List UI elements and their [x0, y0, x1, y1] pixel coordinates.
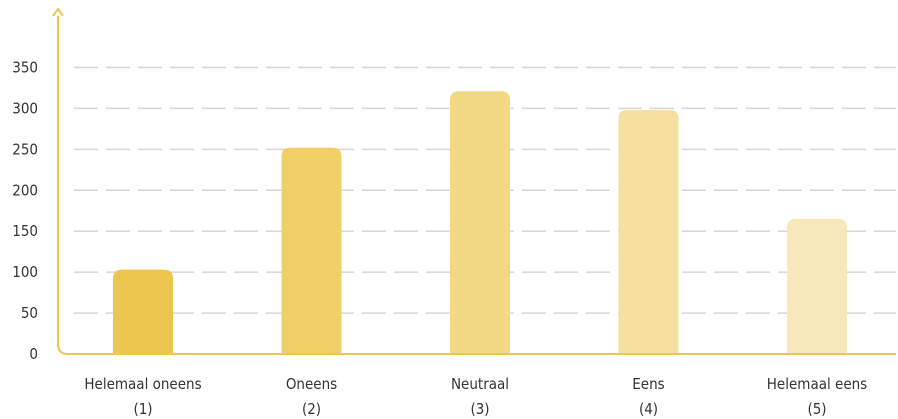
x-category-label-4-line-1: Eens: [632, 375, 664, 393]
y-tick-label-50: 50: [21, 304, 38, 322]
x-category-label-1-line-1: Helemaal oneens: [84, 375, 201, 393]
axis-lines: [57, 16, 896, 355]
x-category-label-3-line-2: (3): [470, 400, 489, 418]
y-tick-label-250: 250: [12, 140, 38, 158]
x-category-label-2-line-2: (2): [302, 400, 321, 418]
x-category-labels: Helemaal oneens (1) Oneens (2) Neutraal (3) Ee…: [84, 375, 867, 418]
x-category-label-5-line-2: (5): [807, 400, 826, 418]
y-axis-arrow-icon: [52, 8, 64, 17]
y-tick-labels: 0 50 100 150 200 250 300 350: [12, 58, 38, 363]
y-tick-label-150: 150: [12, 222, 38, 240]
x-category-label-4-line-2: (4): [639, 400, 658, 418]
y-tick-label-350: 350: [12, 58, 38, 76]
bar-1: [113, 269, 173, 354]
axes: [52, 8, 896, 355]
bar-2: [281, 147, 342, 354]
x-category-label-3-line-1: Neutraal: [451, 375, 509, 393]
y-tick-label-0: 0: [29, 345, 38, 363]
bar-4: [618, 110, 679, 355]
y-tick-label-100: 100: [12, 263, 38, 281]
x-category-label-5-line-1: Helemaal eens: [767, 375, 867, 393]
y-tick-label-300: 300: [12, 99, 38, 117]
bar-3: [450, 91, 510, 354]
y-tick-label-200: 200: [12, 181, 38, 199]
x-category-label-2-line-1: Oneens: [286, 375, 337, 393]
bars: [113, 91, 847, 355]
grid-lines: [74, 66, 896, 314]
bar-5: [787, 218, 847, 354]
x-category-label-1-line-2: (1): [133, 400, 152, 418]
